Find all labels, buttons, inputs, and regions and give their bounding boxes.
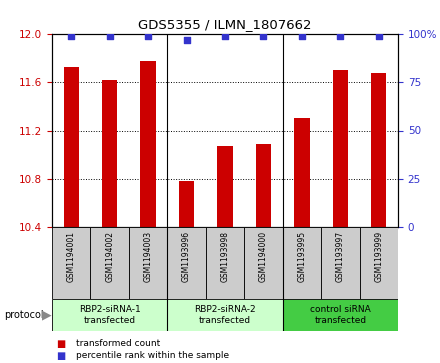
Point [106,33,113,39]
Text: GSM1193996: GSM1193996 [182,231,191,282]
Bar [52,227,91,299]
Text: ■: ■ [56,351,66,360]
Text: GSM1193997: GSM1193997 [336,231,345,282]
Bar [102,80,117,227]
Bar [206,227,244,299]
Bar [140,61,156,227]
Text: RBP2-siRNA-1
transfected: RBP2-siRNA-1 transfected [79,305,140,325]
Point [375,33,382,39]
Bar [217,146,233,227]
Text: ■: ■ [56,339,66,348]
Text: GSM1193999: GSM1193999 [374,231,383,282]
Bar [179,181,194,227]
Point [221,33,228,39]
Title: GDS5355 / ILMN_1807662: GDS5355 / ILMN_1807662 [138,19,312,32]
Point [68,33,75,39]
Text: GSM1194002: GSM1194002 [105,231,114,282]
Bar [167,227,206,299]
Point [298,33,305,39]
Text: control siRNA
transfected: control siRNA transfected [310,305,371,325]
Bar [256,144,271,227]
Text: ▶: ▶ [42,309,51,322]
Text: percentile rank within the sample: percentile rank within the sample [76,351,229,360]
Bar [167,299,282,331]
Text: GSM1193998: GSM1193998 [220,231,230,282]
Text: GSM1193995: GSM1193995 [297,231,306,282]
Bar [91,227,129,299]
Bar [129,227,167,299]
Point [145,33,152,39]
Text: GSM1194003: GSM1194003 [143,231,153,282]
Bar [321,227,359,299]
Bar [282,227,321,299]
Text: transformed count: transformed count [76,339,161,348]
Bar [333,70,348,227]
Point [183,37,190,43]
Bar [282,299,398,331]
Text: protocol: protocol [4,310,44,320]
Point [337,33,344,39]
Point [260,33,267,39]
Bar [52,299,167,331]
Text: GSM1194001: GSM1194001 [67,231,76,282]
Bar [294,118,310,227]
Bar [359,227,398,299]
Bar [63,66,79,227]
Text: GSM1194000: GSM1194000 [259,231,268,282]
Bar [244,227,282,299]
Bar [371,73,386,227]
Text: RBP2-siRNA-2
transfected: RBP2-siRNA-2 transfected [194,305,256,325]
